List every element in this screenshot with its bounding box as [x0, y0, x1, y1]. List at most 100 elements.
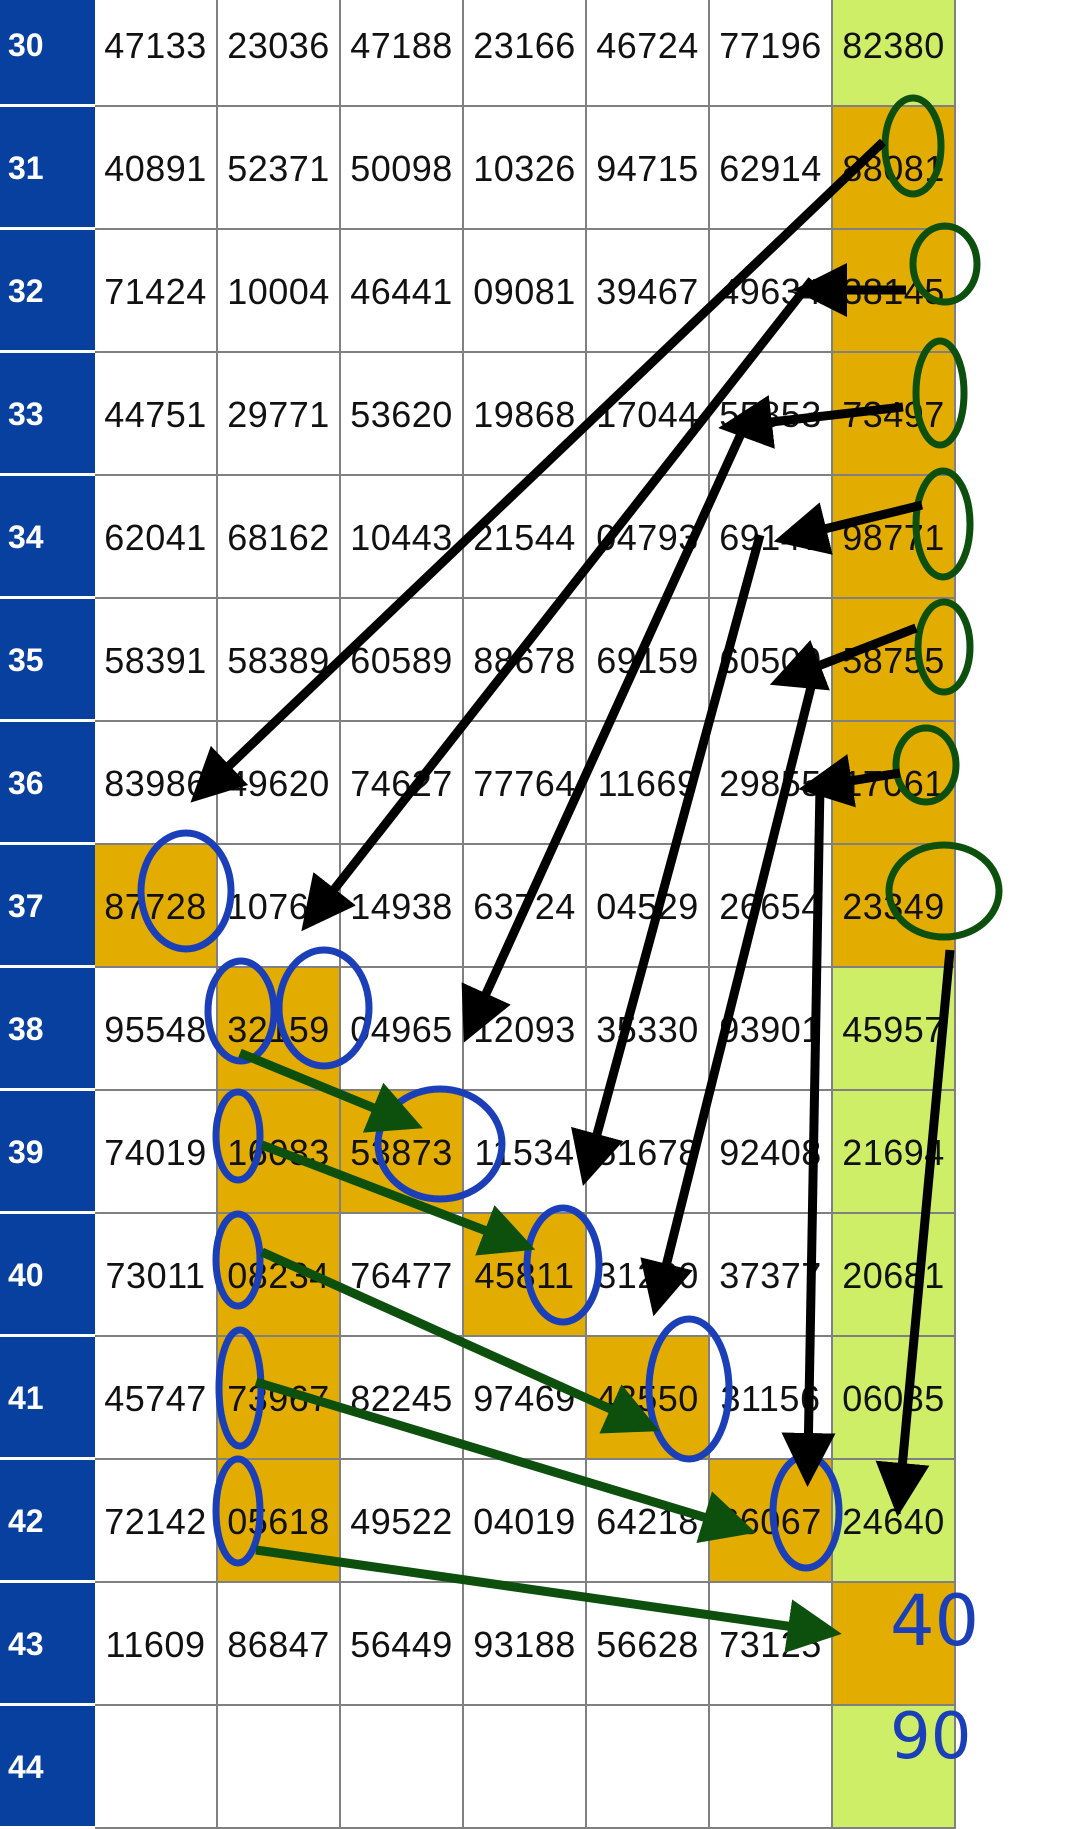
table-cell: 82245 — [341, 1337, 464, 1460]
table-cell: 88081 — [833, 107, 956, 230]
row-header: 32 — [0, 230, 95, 352]
table-cell: 12093 — [464, 968, 587, 1091]
row-header: 31 — [0, 107, 95, 229]
table-cell: 31220 — [587, 1214, 710, 1337]
table-cell: 11609 — [95, 1583, 218, 1706]
table-cell: 56449 — [341, 1583, 464, 1706]
table-cell: 87728 — [95, 845, 218, 968]
table-cell: 17044 — [587, 353, 710, 476]
table-cell: 21544 — [464, 476, 587, 599]
table-cell: 45957 — [833, 968, 956, 1091]
table-cell: 69159 — [587, 599, 710, 722]
row-header: 30 — [0, 0, 95, 106]
table-cell: 52371 — [218, 107, 341, 230]
table-cell: 08234 — [218, 1214, 341, 1337]
table-cell: 16083 — [218, 1091, 341, 1214]
table-row: 30 47133 23036 47188 23166 46724 77196 82380 — [0, 0, 960, 107]
table-cell: 29771 — [218, 353, 341, 476]
table-cell: 21694 — [833, 1091, 956, 1214]
table-row: 31 40891 52371 50098 10326 94715 62914 88081 — [0, 107, 960, 230]
table-cell: 38145 — [833, 230, 956, 353]
row-header: 40 — [0, 1214, 95, 1336]
table-cell: 23349 — [833, 845, 956, 968]
table-cell: 04793 — [587, 476, 710, 599]
table-cell: 63724 — [464, 845, 587, 968]
table-row: 32 71424 10004 46441 09081 39467 49634 38145 — [0, 230, 960, 353]
table-cell: 60589 — [341, 599, 464, 722]
row-header: 43 — [0, 1583, 95, 1705]
table-cell: 47133 — [95, 0, 218, 107]
table-cell: 32159 — [218, 968, 341, 1091]
table-row: 42 72142 05618 49522 04019 64218 66067 24640 — [0, 1460, 960, 1583]
table-cell: 04965 — [341, 968, 464, 1091]
table-cell: 86847 — [218, 1583, 341, 1706]
table-cell: 77196 — [710, 0, 833, 107]
table-cell: 19868 — [464, 353, 587, 476]
table-cell: 49620 — [218, 722, 341, 845]
table-cell: 45747 — [95, 1337, 218, 1460]
row-header: 44 — [0, 1706, 95, 1828]
table-cell: 04019 — [464, 1460, 587, 1583]
table-cell: 49634 — [710, 230, 833, 353]
table-cell: 43550 — [587, 1337, 710, 1460]
table-cell: 56628 — [587, 1583, 710, 1706]
row-header: 36 — [0, 722, 95, 844]
row-header: 37 — [0, 845, 95, 967]
table-cell — [218, 1706, 341, 1829]
table-cell: 45811 — [464, 1214, 587, 1337]
row-header: 33 — [0, 353, 95, 475]
table-cell: 10004 — [218, 230, 341, 353]
table-cell: 74627 — [341, 722, 464, 845]
table-cell: 62041 — [95, 476, 218, 599]
table-cell: 47188 — [341, 0, 464, 107]
table-cell — [710, 1706, 833, 1829]
table-cell: 20681 — [833, 1214, 956, 1337]
table-cell: 23036 — [218, 0, 341, 107]
table-cell: 10765 — [218, 845, 341, 968]
table-row: 44 — [0, 1706, 960, 1829]
table-cell: 14938 — [341, 845, 464, 968]
table-cell: 73011 — [95, 1214, 218, 1337]
table-cell: 11534 — [464, 1091, 587, 1214]
table-cell: 58391 — [95, 599, 218, 722]
table-cell: 97469 — [464, 1337, 587, 1460]
table-cell: 24640 — [833, 1460, 956, 1583]
table-cell: 73125 — [710, 1583, 833, 1706]
table-cell: 71424 — [95, 230, 218, 353]
table-row: 34 62041 68162 10443 21544 04793 69147 98771 — [0, 476, 960, 599]
table-row: 35 58391 58389 60589 88678 69159 60509 58755 — [0, 599, 960, 722]
table-cell: 53620 — [341, 353, 464, 476]
table-cell: 39467 — [587, 230, 710, 353]
table-cell: 88678 — [464, 599, 587, 722]
table-cell: 11669 — [587, 722, 710, 845]
table-cell: 06085 — [833, 1337, 956, 1460]
table-cell: 83986 — [95, 722, 218, 845]
note-40: 40 — [890, 1580, 980, 1662]
table-cell: 46441 — [341, 230, 464, 353]
table-cell: 49522 — [341, 1460, 464, 1583]
table-cell: 04529 — [587, 845, 710, 968]
table-row: 39 74019 16083 53873 11534 51678 92408 21694 — [0, 1091, 960, 1214]
table-cell: 29855 — [710, 722, 833, 845]
table-cell: 40891 — [95, 107, 218, 230]
table-cell: 95548 — [95, 968, 218, 1091]
table-row: 36 83986 49620 74627 77764 11669 29855 17061 — [0, 722, 960, 845]
table-cell — [464, 1706, 587, 1829]
table-row: 41 45747 73967 82245 97469 43550 31156 06085 — [0, 1337, 960, 1460]
table-cell: 58755 — [833, 599, 956, 722]
table-cell: 44751 — [95, 353, 218, 476]
table-cell: 74019 — [95, 1091, 218, 1214]
table-cell: 64218 — [587, 1460, 710, 1583]
row-header: 39 — [0, 1091, 95, 1213]
table-cell — [587, 1706, 710, 1829]
table-cell: 62914 — [710, 107, 833, 230]
table-cell: 77764 — [464, 722, 587, 845]
table-cell: 05618 — [218, 1460, 341, 1583]
table-row: 40 73011 08234 76477 45811 31220 37377 20681 — [0, 1214, 960, 1337]
table-cell: 73497 — [833, 353, 956, 476]
table-cell: 93901 — [710, 968, 833, 1091]
table-cell: 72142 — [95, 1460, 218, 1583]
table-cell: 50098 — [341, 107, 464, 230]
table-row: 38 95548 32159 04965 12093 35330 93901 45957 — [0, 968, 960, 1091]
table-cell: 17061 — [833, 722, 956, 845]
